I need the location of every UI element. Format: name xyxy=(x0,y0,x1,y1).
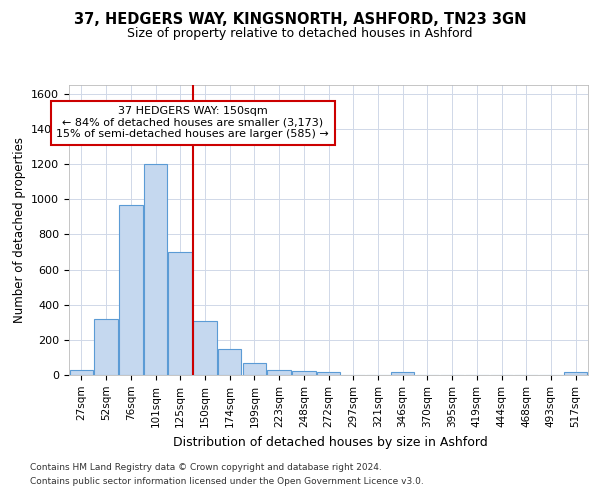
Text: Contains public sector information licensed under the Open Government Licence v3: Contains public sector information licen… xyxy=(30,477,424,486)
Bar xyxy=(292,372,316,375)
Bar xyxy=(391,372,415,375)
Text: Distribution of detached houses by size in Ashford: Distribution of detached houses by size … xyxy=(173,436,487,449)
Bar xyxy=(564,372,587,375)
Bar xyxy=(317,372,340,375)
Bar xyxy=(70,370,93,375)
Bar xyxy=(119,204,143,375)
Text: 37 HEDGERS WAY: 150sqm
← 84% of detached houses are smaller (3,173)
15% of semi-: 37 HEDGERS WAY: 150sqm ← 84% of detached… xyxy=(56,106,329,140)
Text: Size of property relative to detached houses in Ashford: Size of property relative to detached ho… xyxy=(127,27,473,40)
Bar xyxy=(268,370,291,375)
Text: 37, HEDGERS WAY, KINGSNORTH, ASHFORD, TN23 3GN: 37, HEDGERS WAY, KINGSNORTH, ASHFORD, TN… xyxy=(74,12,526,28)
Y-axis label: Number of detached properties: Number of detached properties xyxy=(13,137,26,323)
Text: Contains HM Land Registry data © Crown copyright and database right 2024.: Contains HM Land Registry data © Crown c… xyxy=(30,464,382,472)
Bar xyxy=(144,164,167,375)
Bar xyxy=(218,348,241,375)
Bar xyxy=(94,319,118,375)
Bar xyxy=(242,362,266,375)
Bar xyxy=(169,252,192,375)
Bar xyxy=(193,320,217,375)
